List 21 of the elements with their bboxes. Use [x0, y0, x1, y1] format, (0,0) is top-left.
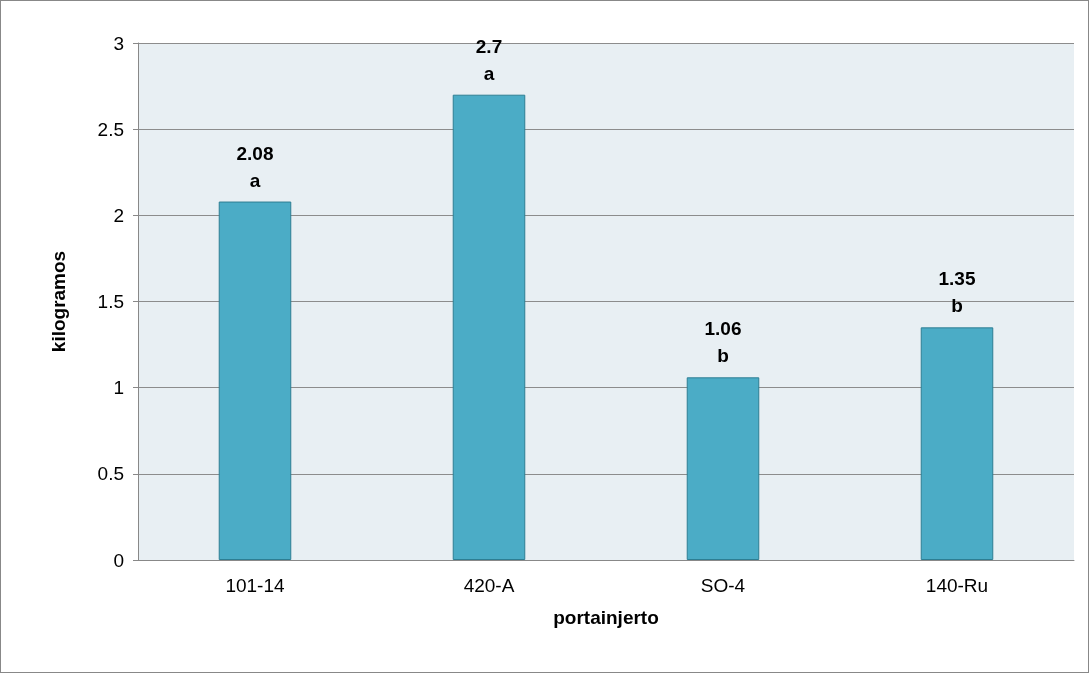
x-tick-label: 140-Ru [925, 575, 989, 596]
x-tick-label: 101-14 [225, 575, 286, 596]
y-tick-label: 2 [113, 204, 124, 226]
data-label: 1.35 b [938, 268, 976, 317]
data-label: 1.06 b [704, 318, 742, 367]
x-tick-label: 420-A [463, 575, 515, 596]
data-label: 2.08 a [236, 142, 274, 191]
y-tick-label: 0 [113, 549, 124, 571]
x-tick-label: SO-4 [700, 575, 746, 596]
bar [218, 201, 292, 560]
bar [920, 327, 994, 560]
y-tick-label: 0.5 [97, 463, 124, 485]
y-tick-label: 1.5 [97, 291, 124, 312]
y-tick-label: 1 [113, 377, 124, 399]
x-axis-title: portainjerto [553, 607, 659, 628]
y-axis-title: kilogramos [48, 250, 69, 353]
bar [452, 94, 526, 560]
bar [686, 377, 760, 560]
y-tick-label: 3 [113, 32, 124, 54]
y-tick-label: 2.5 [97, 118, 124, 140]
data-label: 2.7 a [475, 35, 503, 84]
